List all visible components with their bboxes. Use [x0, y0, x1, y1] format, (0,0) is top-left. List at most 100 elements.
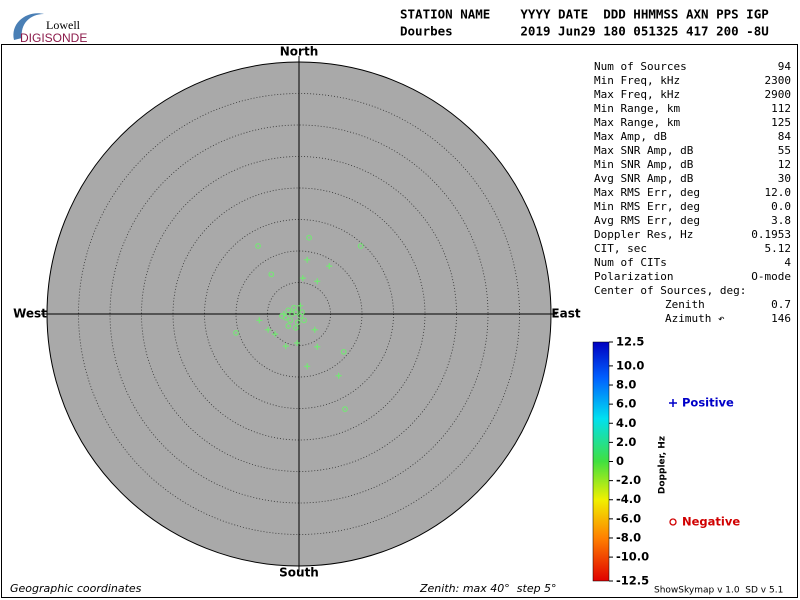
point	[314, 343, 321, 350]
colorbar-tick-label: 4.0	[616, 416, 636, 430]
stat-label: Min SNR Amp, dB	[594, 158, 694, 171]
colorbar	[592, 341, 610, 582]
stat-label: Doppler Res, Hz	[594, 228, 693, 241]
stat-label: Min Range, km	[594, 102, 680, 115]
point	[342, 406, 348, 412]
stat-value: 125	[771, 116, 791, 129]
point	[299, 275, 306, 282]
stat-value: 0.7	[771, 298, 791, 311]
point	[285, 323, 292, 329]
stat-value: 0.0	[771, 200, 791, 213]
point	[256, 317, 263, 324]
colorbar-tick-label: -2.0	[616, 473, 641, 487]
point	[304, 363, 311, 370]
point	[299, 309, 306, 315]
header-line: Dourbes 2019 Jun29 180 051325 417 200 -8…	[400, 24, 769, 39]
stat-label: Avg SNR Amp, dB	[594, 172, 694, 185]
stat-value: 12	[778, 158, 791, 171]
stat-value: 5.12	[765, 242, 792, 255]
point	[268, 271, 275, 278]
stat-value: 4	[784, 256, 791, 269]
stat-value: 12.0	[765, 186, 792, 199]
logo-bottom: DIGISONDE	[20, 31, 87, 45]
colorbar-tick-label: -4.0	[616, 492, 641, 506]
stat-value: 112	[771, 102, 791, 115]
point	[304, 256, 311, 263]
stat-label: Max Range, km	[594, 116, 680, 129]
point	[301, 317, 307, 324]
stat-label: Min Freq, kHz	[594, 74, 680, 87]
colorbar-tick-label: 2.0	[616, 435, 636, 449]
point	[265, 326, 272, 333]
colorbar-tick-label: 0	[616, 454, 624, 468]
colorbar-tick-label: -10.0	[616, 550, 649, 564]
stat-value: 84	[778, 130, 792, 143]
stat-value: 146	[771, 312, 791, 325]
stat-value: 30	[778, 172, 791, 185]
stat-label: Max RMS Err, deg	[594, 186, 700, 199]
legend-label: Positive	[682, 396, 734, 410]
legend-marker	[669, 518, 677, 526]
point	[306, 234, 312, 241]
point	[357, 243, 364, 249]
logo-swoosh	[13, 13, 44, 40]
point	[272, 331, 279, 338]
point	[297, 302, 304, 309]
stat-value: 55	[778, 144, 791, 157]
point	[326, 263, 333, 270]
point	[287, 317, 294, 324]
point	[282, 343, 289, 350]
legend-label: Negative	[682, 515, 740, 529]
point	[279, 313, 285, 319]
colorbar-tick-label: -8.0	[616, 530, 641, 544]
stat-value: 3.8	[771, 214, 791, 227]
stat-label: Azimuth ↶	[665, 312, 725, 325]
stat-label: Min RMS Err, deg	[594, 200, 700, 213]
point	[233, 330, 239, 336]
stat-label: Polarization	[594, 270, 673, 283]
point	[291, 304, 297, 311]
stat-value: 2300	[765, 74, 792, 87]
stat-label: Max Freq, kHz	[594, 88, 680, 101]
point	[335, 372, 342, 379]
stat-label: Zenith	[665, 298, 705, 311]
stat-label: Num of Sources	[594, 60, 687, 73]
logo-top: Lowell	[46, 18, 81, 32]
colorbar-tick-label: -6.0	[616, 511, 641, 525]
footer-right: ShowSkymap v 1.0 SD v 5.1	[654, 586, 783, 596]
legend-marker	[669, 399, 677, 407]
direction-label: North	[280, 45, 318, 59]
stat-value: 0.1953	[751, 228, 791, 241]
point	[314, 278, 321, 285]
frame	[1, 44, 798, 598]
footer-left: Geographic coordinates	[10, 582, 142, 595]
stat-value: 94	[778, 60, 792, 73]
point	[293, 325, 299, 331]
stat-label: Avg RMS Err, deg	[594, 214, 700, 227]
colorbar-tick-label: -12.5	[616, 574, 649, 588]
point	[285, 307, 292, 314]
stat-label: Num of CITs	[594, 256, 667, 269]
direction-label: West	[13, 307, 47, 321]
point	[294, 319, 301, 326]
colorbar-tick-label: 6.0	[616, 397, 636, 411]
stat-value: O-mode	[751, 270, 791, 283]
direction-label: South	[279, 566, 319, 580]
colorbar-tick-label: 10.0	[616, 358, 644, 372]
point	[255, 243, 261, 249]
point	[340, 348, 347, 355]
stat-label: Max SNR Amp, dB	[594, 144, 694, 157]
point	[294, 339, 301, 346]
direction-label: East	[551, 307, 580, 321]
point	[311, 326, 318, 333]
footer-middle: Zenith: max 40° step 5°	[419, 582, 557, 595]
stat-value: 2900	[765, 88, 792, 101]
colorbar-label: Doppler, Hz	[658, 436, 668, 494]
stat-label: CIT, sec	[594, 242, 647, 255]
colorbar-tick-label: 8.0	[616, 378, 636, 392]
stat-label: Max Amp, dB	[594, 130, 667, 143]
stat-label: Center of Sources, deg:	[594, 284, 746, 297]
colorbar-tick-label: 12.5	[616, 335, 644, 349]
header-line: STATION NAME YYYY DATE DDD HHMMSS AXN PP…	[400, 7, 769, 22]
